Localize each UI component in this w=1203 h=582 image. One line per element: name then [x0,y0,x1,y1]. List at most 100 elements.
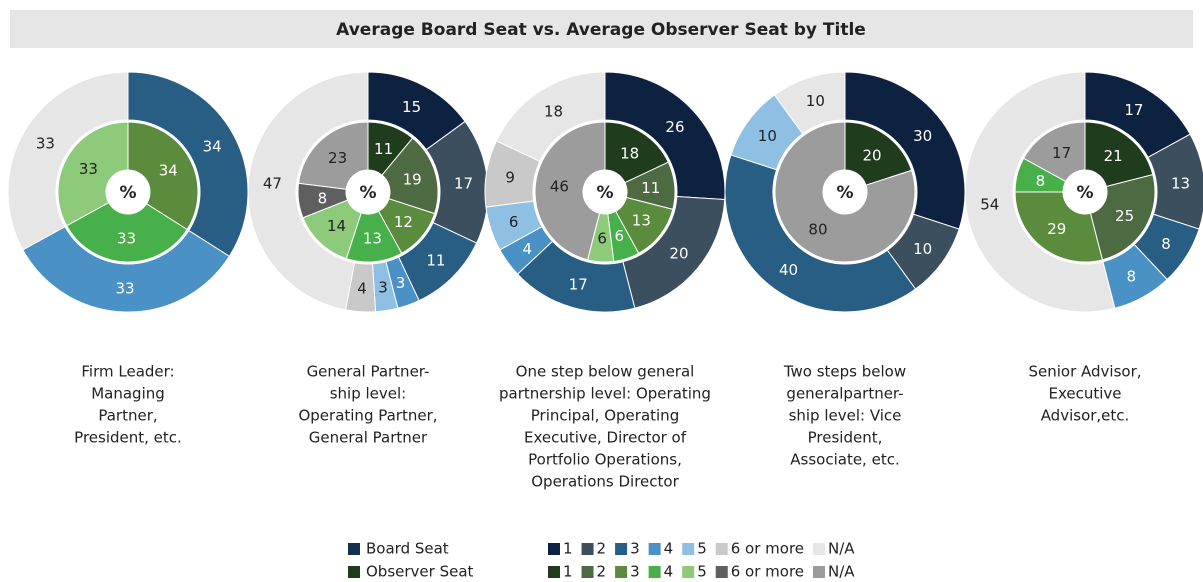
legend-swatch [348,566,360,578]
data-label: 26 [665,118,684,136]
data-label: 20 [862,146,881,164]
legend-swatch [682,543,695,555]
caption: General Partner- [307,363,430,381]
data-label: 4 [523,240,533,258]
caption: President, [808,429,883,447]
segment [773,71,846,135]
legend-swatch [648,543,661,555]
legend-label: 3 [630,540,640,558]
segment [297,121,369,190]
caption: Senior Advisor, [1028,363,1141,381]
caption: Operations Director [531,473,679,491]
data-label: 6 [509,213,519,231]
legend-swatch [548,543,560,555]
legend-label: 2 [597,563,607,581]
chart-title: Average Board Seat vs. Average Observer … [336,20,866,40]
data-label: 18 [544,102,563,120]
legend-swatch [581,566,594,578]
caption: General Partner [309,429,428,447]
legend-swatch [348,543,360,555]
legend-swatch [648,566,661,578]
caption: ship level: [330,385,407,403]
caption: Managing [91,385,165,403]
data-label: 17 [1124,101,1143,119]
data-label: 17 [454,174,473,192]
data-label: 54 [980,196,999,214]
legend-label: 1 [563,540,573,558]
data-label: 8 [1126,268,1136,286]
legend-label: 6 or more [731,563,804,581]
segment [964,71,1116,313]
data-label: 18 [620,145,639,163]
segment [7,71,129,251]
segment [495,71,606,163]
caption: Executive [1048,385,1121,403]
data-label: 80 [808,221,827,239]
center-hole [823,170,867,214]
data-label: 19 [403,171,422,189]
legend-label: 5 [697,540,707,558]
caption: Advisor,etc. [1041,407,1130,425]
center-label: % [359,183,376,203]
center-label: % [119,183,136,203]
center-hole [583,170,627,214]
data-label: 20 [669,245,688,263]
legend-swatch [813,566,826,578]
legend-swatch [813,543,826,555]
data-label: 34 [203,137,222,155]
legend-label: Observer Seat [366,563,474,581]
caption: ship level: Vice [789,407,902,425]
data-label: 25 [1115,207,1134,225]
legend-label: 5 [697,563,707,581]
data-label: 8 [1161,235,1171,253]
caption: Executive, Director of [524,429,687,447]
data-label: 9 [505,168,515,186]
data-label: 47 [263,174,282,192]
caption: Operating Partner, [298,407,437,425]
legend-swatch [548,566,560,578]
data-label: 17 [1052,144,1071,162]
data-label: 21 [1104,147,1123,165]
legend-label: 6 or more [731,540,804,558]
legend-swatch [682,566,695,578]
legend-swatch [615,566,628,578]
data-label: 17 [569,276,588,294]
legend-label: Board Seat [366,540,449,558]
data-label: 13 [1171,174,1190,192]
data-label: 11 [374,140,393,158]
center-hole [1063,170,1107,214]
data-label: 6 [614,227,624,245]
data-label: 11 [426,251,445,269]
caption: Partner, [98,407,157,425]
data-label: 4 [357,279,367,297]
caption: generalpartner- [786,385,903,403]
data-label: 30 [913,127,932,145]
legend-swatch [615,543,628,555]
center-hole [346,170,390,214]
data-label: 33 [79,160,98,178]
caption: One step below general [516,363,695,381]
data-label: 8 [318,189,328,207]
segment [22,226,231,313]
data-label: 33 [36,135,55,153]
legend-label: 4 [664,563,674,581]
legend-label: 3 [630,563,640,581]
caption: partnership level: Operating [499,385,711,403]
legend-label: 4 [664,540,674,558]
data-label: 46 [550,178,569,196]
legend-label: 1 [563,563,573,581]
center-label: % [836,183,853,203]
legend-label: N/A [828,540,855,558]
data-label: 10 [806,92,825,110]
data-label: 15 [402,98,421,116]
data-label: 3 [396,274,406,292]
legend-label: 2 [597,540,607,558]
data-label: 29 [1047,220,1066,238]
data-label: 13 [632,212,651,230]
data-label: 23 [328,149,347,167]
legend-swatch [581,543,594,555]
segment [247,71,369,311]
segment [844,71,966,230]
data-label: 12 [394,213,413,231]
